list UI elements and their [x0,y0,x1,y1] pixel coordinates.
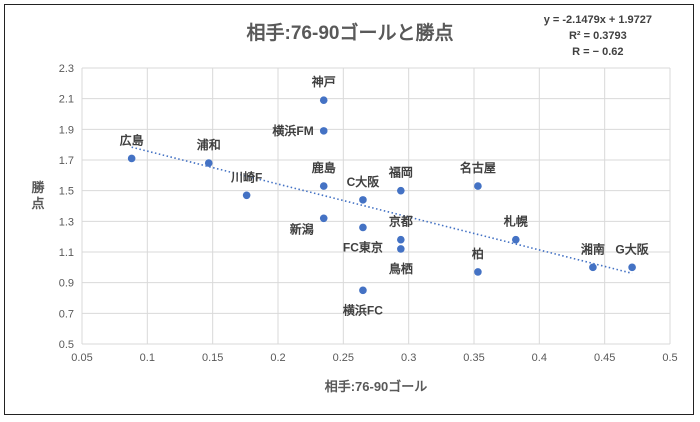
y-tick-label: 2.1 [59,94,74,106]
y-tick-label: 0.5 [59,339,74,351]
data-point [359,223,367,232]
data-point [319,127,328,135]
data-point [127,154,136,163]
data-label: 鳥栖 [389,261,413,276]
data-point [319,96,328,104]
y-tick-label: 2.3 [59,63,74,75]
x-tick-label: 0.4 [532,352,547,364]
data-label: 柏 [472,246,484,261]
data-label: FC東京 [343,239,383,254]
data-label: 札幌 [503,214,528,229]
data-label: 鹿島 [312,160,336,175]
data-point [628,263,636,272]
trendline-equation: y = -2.1479x + 1.9727 [543,14,652,26]
y-tick-label: 1.7 [59,155,74,167]
y-tick-label: 0.9 [59,278,74,290]
trendline-stats: y = -2.1479x + 1.9727 R² = 0.3793 R = − … [544,12,652,60]
x-tick-label: 0.1 [140,352,155,364]
chart-border [4,4,694,415]
data-point [204,159,213,167]
data-label: 横浜FC [343,302,383,317]
x-tick-label: 0.15 [202,352,223,364]
y-axis-title: 勝点 [31,180,45,211]
x-axis-title: 相手:76-90ゴール [325,379,428,394]
data-point [242,191,251,200]
data-point [319,182,328,190]
x-tick-label: 0.5 [662,352,677,364]
data-point [359,196,367,204]
y-tick-label: 1.5 [59,186,74,198]
data-label: C大阪 [347,174,381,189]
y-tick-label: 1.1 [59,247,74,259]
data-point [319,214,328,223]
y-tick-label: 1.9 [59,124,74,136]
chart-title: 相手:76-90ゴールと勝点 [246,23,454,44]
data-point [512,235,520,244]
data-label: 浦和 [197,137,221,152]
data-label: 湘南 [581,241,605,256]
data-label: 京都 [389,214,413,229]
y-tick-label: 1.3 [59,216,74,228]
data-point [397,235,405,244]
data-label: 広島 [120,132,144,147]
x-tick-label: 0.25 [333,352,354,364]
x-tick-label: 0.05 [71,352,92,364]
x-tick-label: 0.45 [594,352,615,364]
data-label: 名古屋 [460,160,496,175]
x-tick-label: 0.2 [270,352,285,364]
data-label: 神戸 [312,74,336,89]
trendline-r2: R² = 0.3793 [568,30,627,42]
data-point [474,268,482,276]
x-tick-label: 0.3 [401,352,416,364]
data-point [474,182,482,190]
data-label: 横浜FM [272,123,313,138]
data-point [359,286,367,295]
data-point [397,186,405,195]
data-point [397,245,405,253]
data-label: G大阪 [615,241,649,256]
data-label: 川崎F [230,169,262,184]
y-tick-label: 0.7 [59,308,74,320]
trendline-r: R = − 0.62 [572,46,624,58]
data-label: 福岡 [388,165,413,180]
data-label: 新潟 [290,221,314,236]
x-tick-label: 0.35 [463,352,484,364]
data-point [589,263,597,272]
